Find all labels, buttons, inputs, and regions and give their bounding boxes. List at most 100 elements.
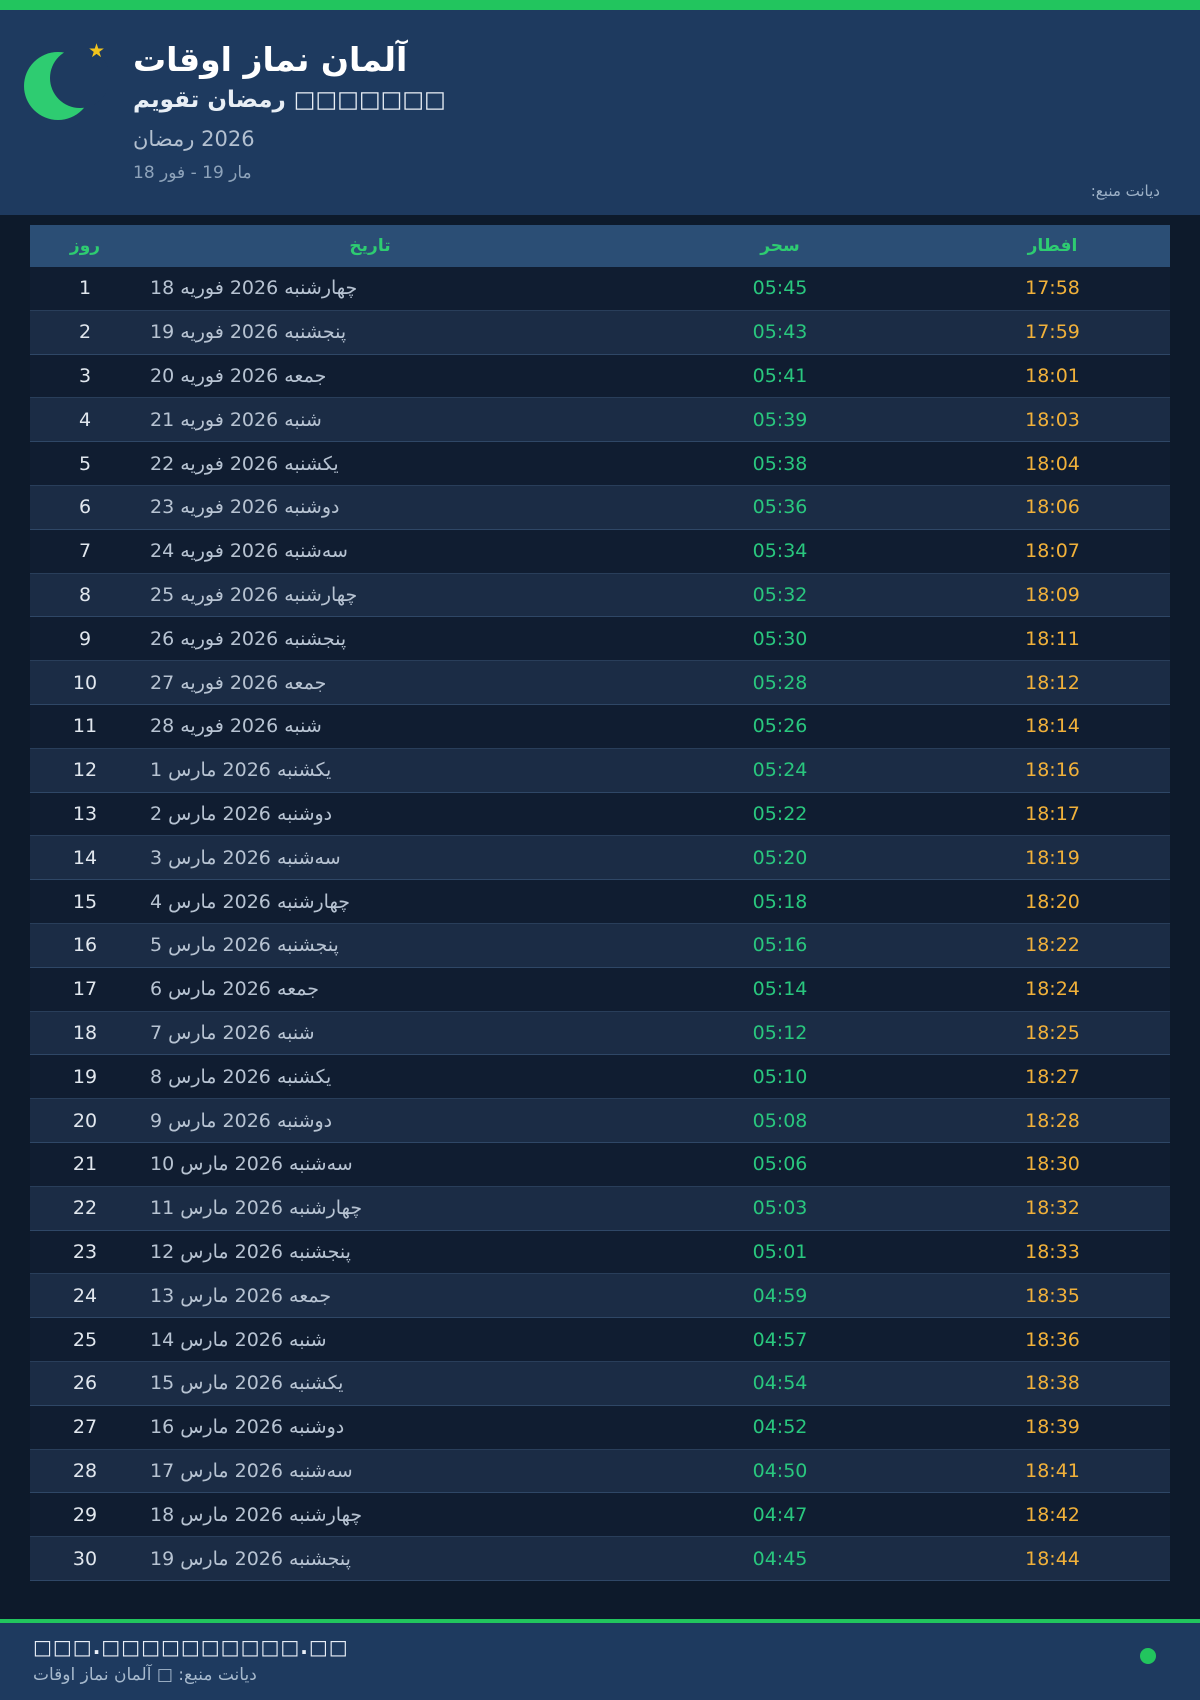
- header: ★ اوقات نماز آلمان تقویم رمضان □□□□□□□ ر…: [0, 10, 1200, 215]
- sahar-time: 05:32: [752, 583, 808, 606]
- footer-accent-line: [0, 1619, 1200, 1623]
- sahar-time: 04:47: [752, 1503, 808, 1526]
- day-number: 3: [78, 364, 92, 387]
- table-row: 13 2 مارس 2026 دوشنبه 05:22 18:17: [30, 792, 1170, 837]
- sahar-time: 05:22: [752, 802, 808, 825]
- day-number: 14: [72, 846, 98, 869]
- day-number: 5: [78, 452, 92, 475]
- table-row: 20 9 مارس 2026 دوشنبه 05:08 18:28: [30, 1099, 1170, 1143]
- table-row: 7 24 فوریه 2026 سه‌شنبه 05:34 18:07: [30, 529, 1170, 574]
- iftar-time: 18:36: [1025, 1328, 1080, 1351]
- footer-url: □□□.□□□□□□□□□□.□□: [33, 1635, 349, 1659]
- date-cell: 26 فوریه 2026 پنجشنبه: [150, 627, 347, 650]
- date-cell: 3 مارس 2026 سه‌شنبه: [150, 846, 341, 869]
- table-row: 16 5 مارس 2026 پنجشنبه 05:16 18:22: [30, 923, 1170, 968]
- day-number: 20: [72, 1109, 98, 1132]
- day-number: 24: [72, 1284, 98, 1307]
- day-number: 25: [72, 1328, 98, 1351]
- day-number: 27: [72, 1416, 98, 1439]
- date-cell: 2 مارس 2026 دوشنبه: [150, 802, 333, 825]
- iftar-time: 18:20: [1025, 890, 1080, 913]
- table-row: 19 8 مارس 2026 یکشنبه 05:10 18:27: [30, 1055, 1170, 1100]
- sahar-time: 05:45: [752, 277, 808, 300]
- date-cell: 10 مارس 2026 سه‌شنبه: [150, 1153, 353, 1176]
- date-cell: 18 مارس 2026 چهارشنبه: [150, 1503, 363, 1526]
- table-row: 6 23 فوریه 2026 دوشنبه 05:36 18:06: [30, 485, 1170, 530]
- date-cell: 22 فوریه 2026 یکشنبه: [150, 452, 339, 475]
- iftar-time: 18:30: [1025, 1153, 1080, 1176]
- day-number: 13: [72, 802, 98, 825]
- day-number: 8: [78, 583, 92, 606]
- source-label: منبع: دیانت: [1090, 182, 1160, 200]
- column-header-date: تاریخ: [349, 236, 391, 256]
- iftar-time: 18:44: [1025, 1547, 1080, 1570]
- day-number: 29: [72, 1503, 98, 1526]
- day-number: 17: [72, 978, 98, 1001]
- table-row: 12 1 مارس 2026 یکشنبه 05:24 18:16: [30, 748, 1170, 793]
- iftar-time: 18:32: [1025, 1197, 1080, 1220]
- date-cell: 15 مارس 2026 یکشنبه: [150, 1372, 344, 1395]
- sahar-time: 05:01: [752, 1240, 808, 1263]
- table-row: 10 27 فوریه 2026 جمعه 05:28 18:12: [30, 661, 1170, 705]
- date-cell: 7 مارس 2026 شنبه: [150, 1021, 315, 1044]
- day-number: 6: [78, 496, 92, 519]
- crescent-moon-icon: [18, 38, 110, 128]
- day-number: 30: [72, 1547, 98, 1570]
- sahar-time: 05:39: [752, 408, 808, 431]
- date-cell: 12 مارس 2026 پنجشنبه: [150, 1240, 351, 1263]
- sahar-time: 05:14: [752, 978, 808, 1001]
- table-row: 28 17 مارس 2026 سه‌شنبه 04:50 18:41: [30, 1449, 1170, 1494]
- star-icon: ★: [88, 40, 106, 62]
- date-cell: 5 مارس 2026 پنجشنبه: [150, 934, 339, 957]
- table-row: 25 14 مارس 2026 شنبه 04:57 18:36: [30, 1318, 1170, 1362]
- date-cell: 18 فوریه 2026 چهارشنبه: [150, 277, 358, 300]
- green-dot-icon: [1140, 1648, 1156, 1664]
- day-number: 1: [78, 277, 92, 300]
- table-row: 24 13 مارس 2026 جمعه 04:59 18:35: [30, 1274, 1170, 1319]
- sahar-time: 05:26: [752, 715, 808, 738]
- header-text: اوقات نماز آلمان تقویم رمضان □□□□□□□ رمض…: [133, 40, 446, 183]
- sahar-time: 05:12: [752, 1021, 808, 1044]
- date-cell: 20 فوریه 2026 جمعه: [150, 364, 327, 387]
- sahar-time: 05:18: [752, 890, 808, 913]
- footer-caption: اوقات نماز آلمان □ منبع: دیانت: [33, 1665, 257, 1685]
- iftar-time: 18:09: [1025, 583, 1080, 606]
- day-number: 11: [72, 715, 98, 738]
- iftar-time: 18:27: [1025, 1065, 1080, 1088]
- date-cell: 6 مارس 2026 جمعه: [150, 978, 320, 1001]
- date-cell: 13 مارس 2026 جمعه: [150, 1284, 332, 1307]
- sahar-time: 05:43: [752, 321, 808, 344]
- iftar-time: 18:39: [1025, 1416, 1080, 1439]
- table-row: 4 21 فوریه 2026 شنبه 05:39 18:03: [30, 398, 1170, 443]
- table-row: 22 11 مارس 2026 چهارشنبه 05:03 18:32: [30, 1186, 1170, 1231]
- iftar-time: 18:17: [1025, 802, 1080, 825]
- date-cell: 4 مارس 2026 چهارشنبه: [150, 890, 350, 913]
- date-cell: 1 مارس 2026 یکشنبه: [150, 759, 332, 782]
- date-cell: 14 مارس 2026 شنبه: [150, 1328, 327, 1351]
- table-row: 8 25 فوریه 2026 چهارشنبه 05:32 18:09: [30, 573, 1170, 618]
- sahar-time: 05:36: [752, 496, 808, 519]
- sahar-time: 04:54: [752, 1372, 808, 1395]
- iftar-time: 18:03: [1025, 408, 1080, 431]
- sahar-time: 04:50: [752, 1459, 808, 1482]
- iftar-time: 18:11: [1025, 627, 1080, 650]
- table-row: 5 22 فوریه 2026 یکشنبه 05:38 18:04: [30, 442, 1170, 486]
- column-header-sahar: سحر: [760, 236, 800, 256]
- iftar-time: 18:04: [1025, 452, 1080, 475]
- table-row: 23 12 مارس 2026 پنجشنبه 05:01 18:33: [30, 1230, 1170, 1275]
- sahar-time: 04:52: [752, 1416, 808, 1439]
- day-number: 4: [78, 408, 92, 431]
- season-label: رمضان 2026: [133, 127, 255, 151]
- iftar-time: 18:41: [1025, 1459, 1080, 1482]
- date-cell: 23 فوریه 2026 دوشنبه: [150, 496, 340, 519]
- iftar-time: 18:12: [1025, 671, 1080, 694]
- day-number: 28: [72, 1459, 98, 1482]
- day-number: 21: [72, 1153, 98, 1176]
- table-row: 26 15 مارس 2026 یکشنبه 04:54 18:38: [30, 1361, 1170, 1406]
- table-row: 30 19 مارس 2026 پنجشنبه 04:45 18:44: [30, 1537, 1170, 1581]
- sahar-time: 04:45: [752, 1547, 808, 1570]
- table-row: 11 28 فوریه 2026 شنبه 05:26 18:14: [30, 704, 1170, 749]
- table-row: 15 4 مارس 2026 چهارشنبه 05:18 18:20: [30, 880, 1170, 924]
- table-row: 29 18 مارس 2026 چهارشنبه 04:47 18:42: [30, 1493, 1170, 1538]
- iftar-time: 18:16: [1025, 759, 1080, 782]
